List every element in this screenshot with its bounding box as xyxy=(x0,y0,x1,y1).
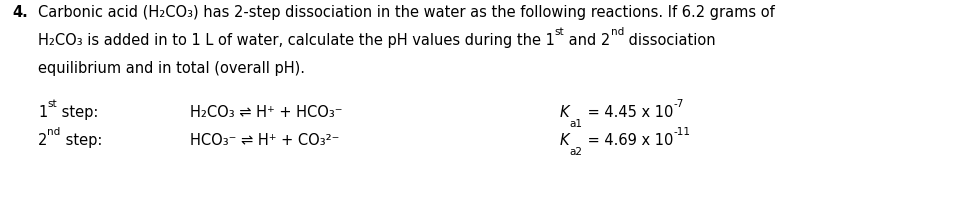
Text: a2: a2 xyxy=(569,147,583,157)
Text: st: st xyxy=(555,27,564,37)
Text: step:: step: xyxy=(60,133,102,148)
Text: K: K xyxy=(560,133,569,148)
Text: H₂CO₃ is added in to 1 L of water, calculate the pH values during the 1: H₂CO₃ is added in to 1 L of water, calcu… xyxy=(38,33,555,48)
Text: = 4.69 x 10: = 4.69 x 10 xyxy=(583,133,673,148)
Text: nd: nd xyxy=(48,127,60,137)
Text: H₂CO₃ ⇌ H⁺ + HCO₃⁻: H₂CO₃ ⇌ H⁺ + HCO₃⁻ xyxy=(190,105,343,120)
Text: st: st xyxy=(47,99,57,109)
Text: dissociation: dissociation xyxy=(624,33,715,48)
Text: a1: a1 xyxy=(569,119,583,129)
Text: = 4.45 x 10: = 4.45 x 10 xyxy=(583,105,673,120)
Text: -7: -7 xyxy=(673,99,684,109)
Text: K: K xyxy=(560,105,569,120)
Text: 1: 1 xyxy=(38,105,47,120)
Text: and 2: and 2 xyxy=(564,33,611,48)
Text: HCO₃⁻ ⇌ H⁺ + CO₃²⁻: HCO₃⁻ ⇌ H⁺ + CO₃²⁻ xyxy=(190,133,339,148)
Text: equilibrium and in total (overall pH).: equilibrium and in total (overall pH). xyxy=(38,61,305,76)
Text: -11: -11 xyxy=(673,127,690,137)
Text: 4.: 4. xyxy=(12,5,28,20)
Text: nd: nd xyxy=(611,27,624,37)
Text: Carbonic acid (H₂CO₃) has 2-step dissociation in the water as the following reac: Carbonic acid (H₂CO₃) has 2-step dissoci… xyxy=(38,5,775,20)
Text: 2: 2 xyxy=(38,133,48,148)
Text: step:: step: xyxy=(57,105,98,120)
